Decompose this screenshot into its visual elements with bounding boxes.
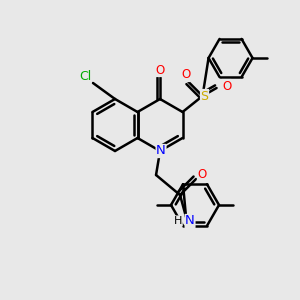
Text: N: N: [156, 145, 166, 158]
Text: H: H: [174, 216, 182, 226]
Text: S: S: [200, 89, 208, 103]
Text: O: O: [222, 80, 231, 92]
Text: N: N: [185, 214, 195, 227]
Text: O: O: [155, 64, 165, 76]
Text: O: O: [181, 68, 190, 82]
Text: O: O: [197, 169, 207, 182]
Text: Cl: Cl: [79, 70, 91, 83]
